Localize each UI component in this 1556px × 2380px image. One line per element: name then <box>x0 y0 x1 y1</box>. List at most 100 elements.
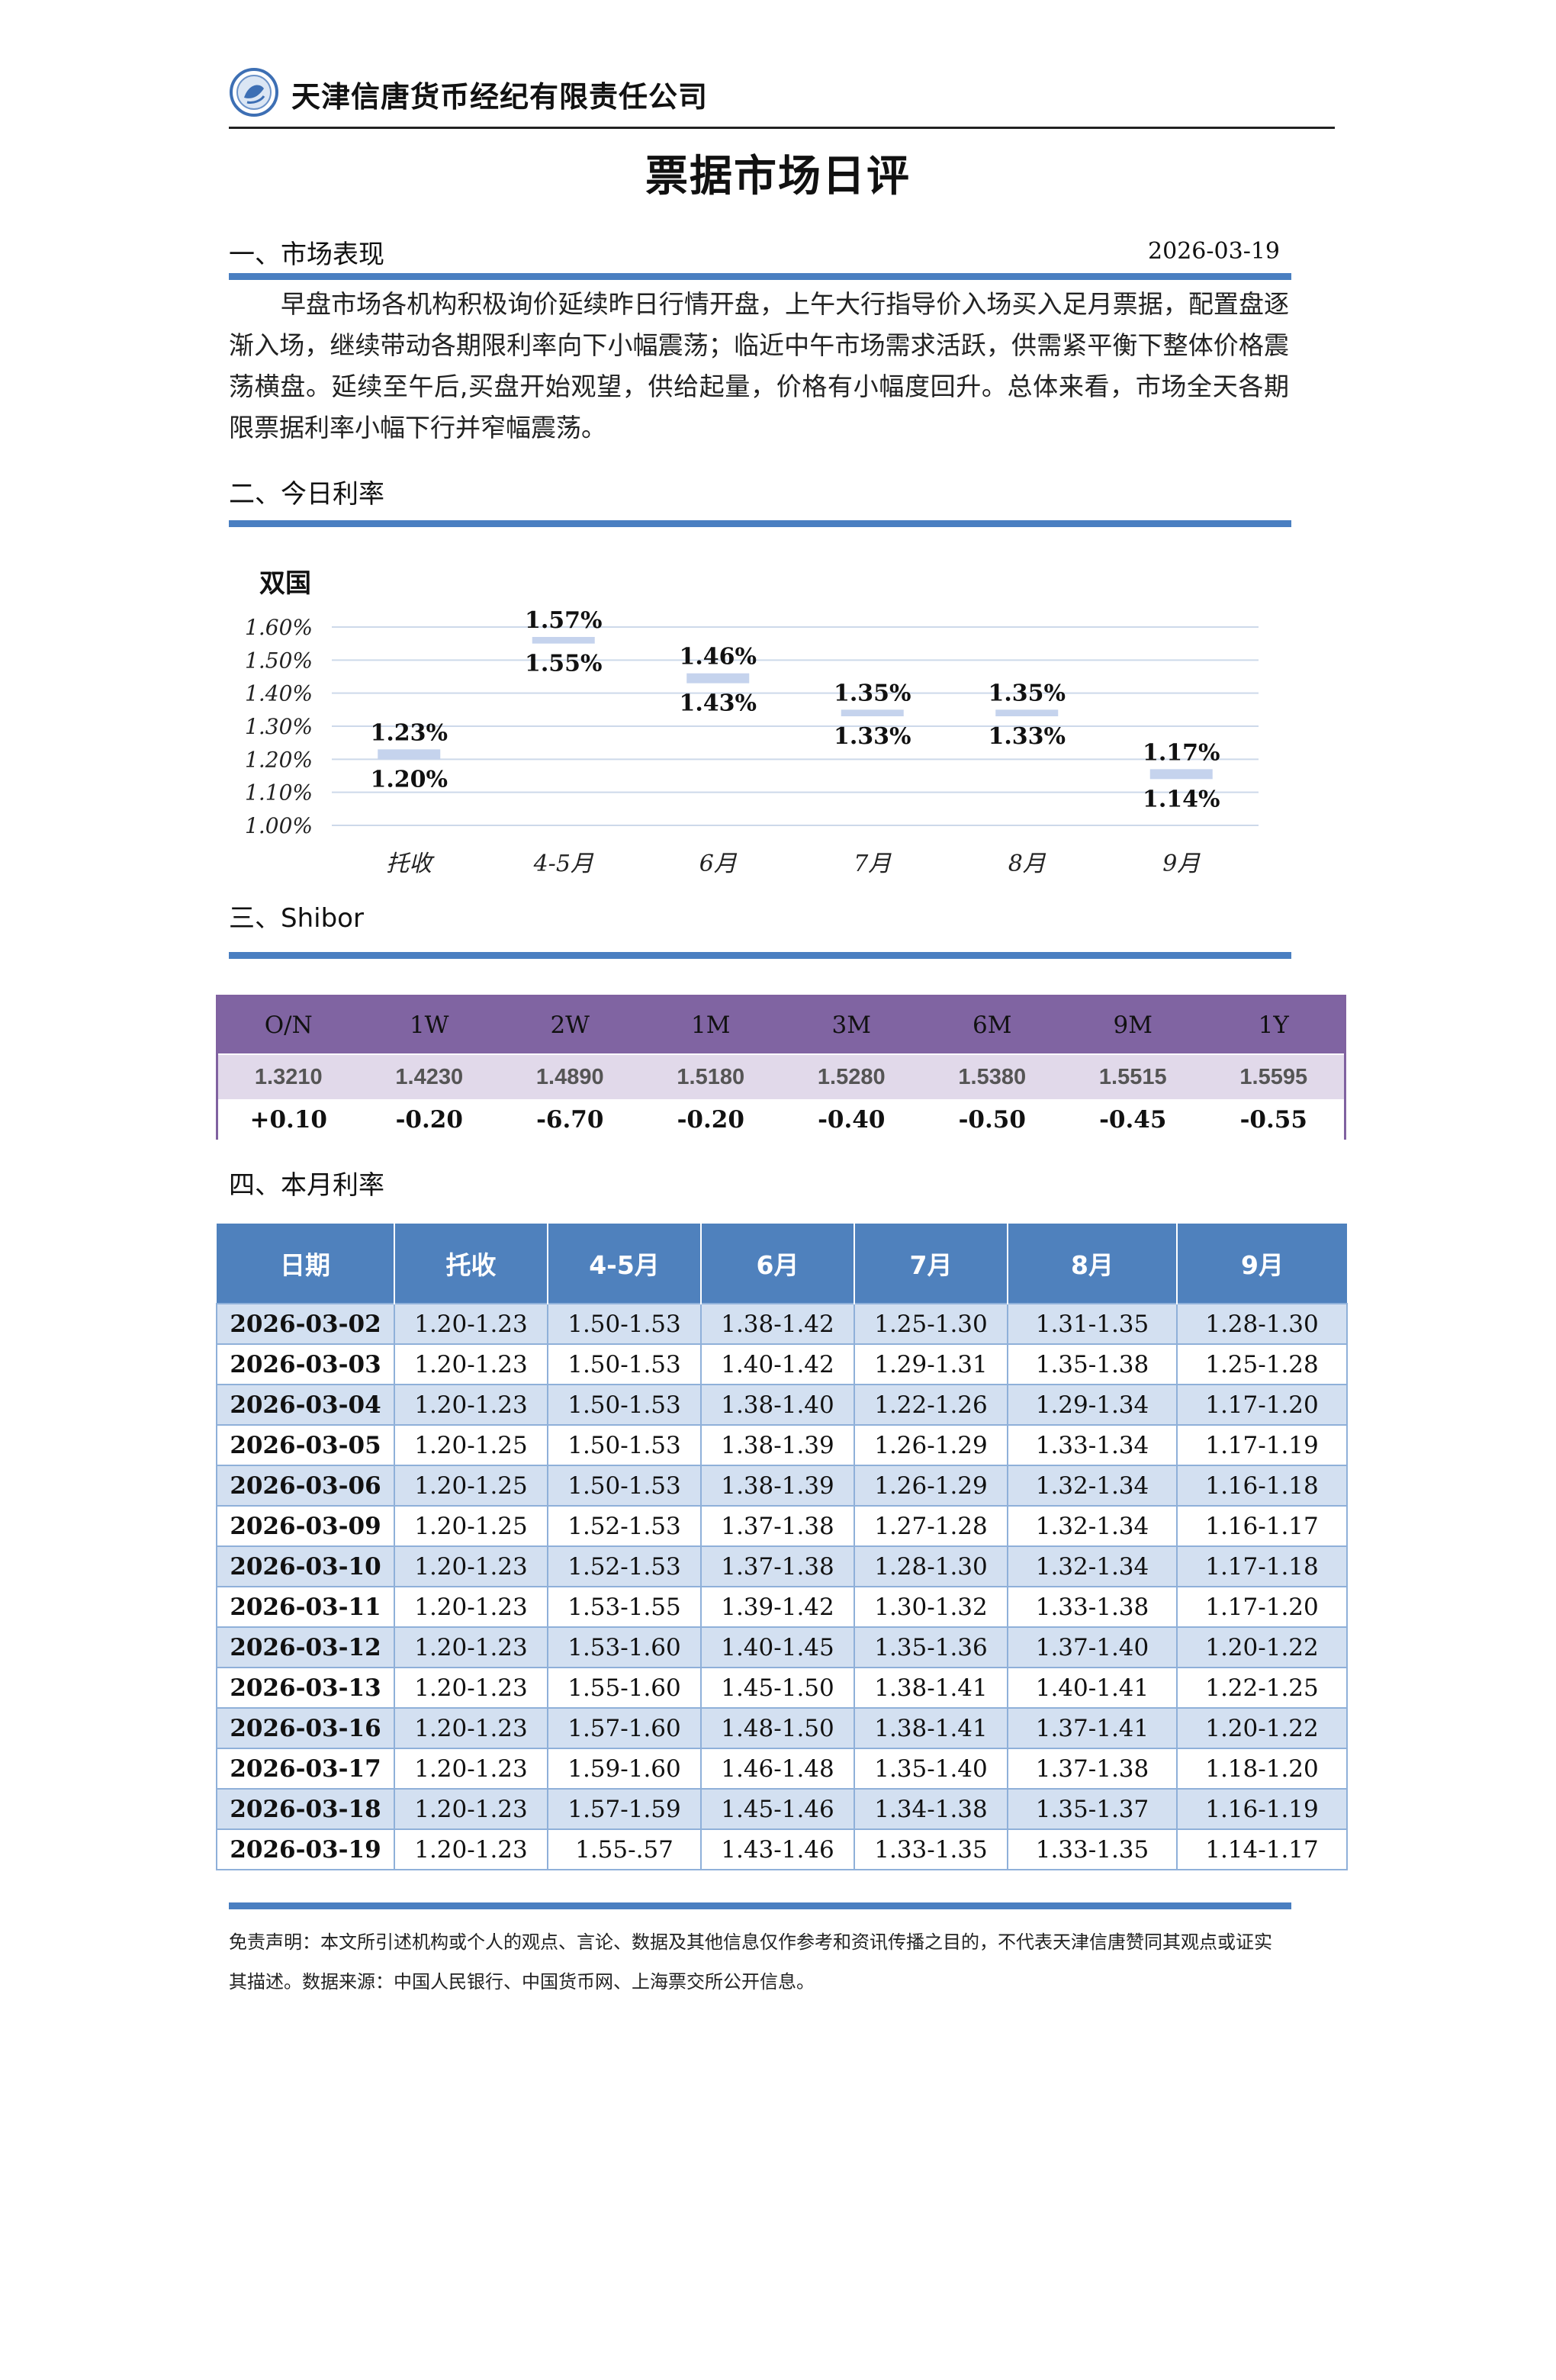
rate-range-cell: 1.28-1.30 <box>854 1545 1008 1587</box>
rate-range-cell: 1.53-1.60 <box>547 1626 702 1668</box>
date-cell: 2026-03-05 <box>216 1424 395 1466</box>
rate-range-cell: 1.50-1.53 <box>547 1424 702 1466</box>
rate-range-cell: 1.22-1.25 <box>1176 1667 1348 1709</box>
y-tick-label: 1.10% <box>245 780 313 806</box>
rate-range-cell: 1.17-1.19 <box>1176 1424 1348 1466</box>
rate-range-cell: 1.17-1.20 <box>1176 1384 1348 1426</box>
rate-range-cell: 1.20-1.23 <box>394 1586 548 1628</box>
rate-range-cell: 1.33-1.34 <box>1007 1424 1178 1466</box>
table-row: 2026-03-06 1.20-1.25 1.50-1.53 1.38-1.39 1.2… <box>216 1465 1348 1507</box>
rate-range-bar <box>378 749 441 760</box>
rate-range-cell: 1.53-1.55 <box>547 1586 702 1628</box>
date-cell: 2026-03-18 <box>216 1788 395 1830</box>
column-header: 日期 <box>217 1224 395 1304</box>
rate-range-cell: 1.30-1.32 <box>854 1586 1008 1628</box>
rate-range-cell: 1.17-1.20 <box>1176 1586 1348 1628</box>
date-cell: 2026-03-12 <box>216 1626 395 1668</box>
shibor-change: +0.10 <box>218 1099 359 1140</box>
rate-range-cell: 1.18-1.20 <box>1176 1748 1348 1790</box>
rate-range-cell: 1.37-1.40 <box>1007 1626 1178 1668</box>
rate-range-bar <box>532 637 595 644</box>
section-title-rates: 二、今日利率 <box>229 479 384 510</box>
x-tick-label: 4-5月 <box>533 851 594 877</box>
rate-range-cell: 1.50-1.53 <box>547 1343 702 1385</box>
rate-range-cell: 1.46-1.48 <box>700 1748 855 1790</box>
table-row: 2026-03-18 1.20-1.23 1.57-1.59 1.45-1.46 1.3… <box>216 1788 1348 1830</box>
x-tick-label: 7月 <box>854 851 892 877</box>
table-row: 2026-03-12 1.20-1.23 1.53-1.60 1.40-1.45 1.3… <box>216 1626 1348 1668</box>
table-row: 2026-03-19 1.20-1.23 1.55-.57 1.43-1.46 1.33… <box>216 1828 1348 1870</box>
y-tick-label: 1.00% <box>245 813 313 838</box>
rate-range-cell: 1.38-1.39 <box>700 1424 855 1466</box>
table-row: 2026-03-10 1.20-1.23 1.52-1.53 1.37-1.38 1.2… <box>216 1545 1348 1587</box>
rate-range-cell: 1.55-1.60 <box>547 1667 702 1709</box>
rate-range-cell: 1.37-1.38 <box>700 1545 855 1587</box>
column-header: 9月 <box>1177 1224 1347 1304</box>
bar-high-label: 1.35% <box>834 680 911 706</box>
shibor-change: -0.50 <box>921 1099 1063 1140</box>
column-header: 4-5月 <box>548 1224 702 1304</box>
bar-high-label: 1.23% <box>370 719 448 746</box>
rate-range-bar <box>1149 769 1213 780</box>
date-cell: 2026-03-17 <box>216 1748 395 1790</box>
date-cell: 2026-03-06 <box>216 1465 395 1507</box>
rate-range-cell: 1.16-1.17 <box>1176 1505 1348 1547</box>
rate-range-cell: 1.26-1.29 <box>854 1465 1008 1507</box>
shibor-term-header: 2W <box>500 997 641 1054</box>
rate-range-cell: 1.50-1.53 <box>547 1465 702 1507</box>
table-row: 2026-03-17 1.20-1.23 1.59-1.60 1.46-1.48 1.3… <box>216 1748 1348 1790</box>
bar-low-label: 1.14% <box>1143 786 1220 812</box>
date-cell: 2026-03-09 <box>216 1505 395 1547</box>
rate-range-cell: 1.20-1.23 <box>394 1545 548 1587</box>
rate-chart: 双国 1.00% 1.10% 1.20% 1.30% 1.40% 1.50% 1.60% 1.2… <box>229 557 1289 888</box>
shibor-change: -0.20 <box>358 1099 500 1140</box>
rate-range-cell: 1.39-1.42 <box>700 1586 855 1628</box>
rate-range-bar <box>841 709 904 716</box>
rate-range-cell: 1.20-1.22 <box>1176 1626 1348 1668</box>
column-header: 7月 <box>854 1224 1008 1304</box>
disclaimer-text: 免责声明：本文所引述机构或个人的观点、言论、数据及其他信息仅作参考和资讯传播之目… <box>229 1931 1272 1992</box>
section-title-market: 一、市场表现 <box>229 240 384 270</box>
x-tick-label: 托收 <box>386 851 435 877</box>
y-tick-label: 1.30% <box>245 714 313 739</box>
rate-range-cell: 1.38-1.42 <box>700 1303 855 1345</box>
rate-range-cell: 1.35-1.40 <box>854 1748 1008 1790</box>
report-date: 2026-03-19 <box>1148 238 1280 265</box>
x-tick-label: 9月 <box>1162 851 1201 877</box>
rate-range-cell: 1.32-1.34 <box>1007 1545 1178 1587</box>
shibor-change: -0.40 <box>781 1099 922 1140</box>
rate-range-cell: 1.40-1.45 <box>700 1626 855 1668</box>
rate-range-bar <box>995 709 1059 716</box>
x-tick-label: 8月 <box>1008 851 1046 877</box>
table-row: 2026-03-16 1.20-1.23 1.57-1.60 1.48-1.50 1.3… <box>216 1707 1348 1749</box>
date-cell: 2026-03-19 <box>216 1828 395 1870</box>
shibor-term-header: 1M <box>640 997 781 1054</box>
chart-title: 双国 <box>259 568 311 599</box>
rate-range-cell: 1.20-1.23 <box>394 1748 548 1790</box>
shibor-rate: 1.5595 <box>1203 1053 1344 1099</box>
y-tick-label: 1.50% <box>245 648 313 673</box>
rate-range-cell: 1.26-1.29 <box>854 1424 1008 1466</box>
rate-range-cell: 1.37-1.38 <box>700 1505 855 1547</box>
date-cell: 2026-03-03 <box>216 1343 395 1385</box>
section-divider <box>229 520 1291 527</box>
rate-range-cell: 1.20-1.23 <box>394 1343 548 1385</box>
bar-low-label: 1.55% <box>525 651 603 677</box>
column-header: 8月 <box>1008 1224 1178 1304</box>
shibor-term-header: 1Y <box>1203 997 1344 1054</box>
section-title-monthly: 四、本月利率 <box>229 1170 384 1201</box>
rate-range-cell: 1.38-1.40 <box>700 1384 855 1426</box>
rate-range-cell: 1.25-1.30 <box>854 1303 1008 1345</box>
bar-high-label: 1.17% <box>1143 739 1220 766</box>
footer-divider <box>229 1902 1291 1909</box>
column-header: 托收 <box>394 1224 548 1304</box>
rate-range-cell: 1.31-1.35 <box>1007 1303 1178 1345</box>
date-cell: 2026-03-13 <box>216 1667 395 1709</box>
shibor-term-header: 9M <box>1063 997 1204 1054</box>
rate-range-cell: 1.38-1.41 <box>854 1667 1008 1709</box>
rate-range-cell: 1.17-1.18 <box>1176 1545 1348 1587</box>
header-divider <box>229 127 1335 129</box>
bar-low-label: 1.33% <box>988 723 1066 750</box>
rate-range-cell: 1.20-1.23 <box>394 1303 548 1345</box>
rate-range-cell: 1.20-1.23 <box>394 1788 548 1830</box>
